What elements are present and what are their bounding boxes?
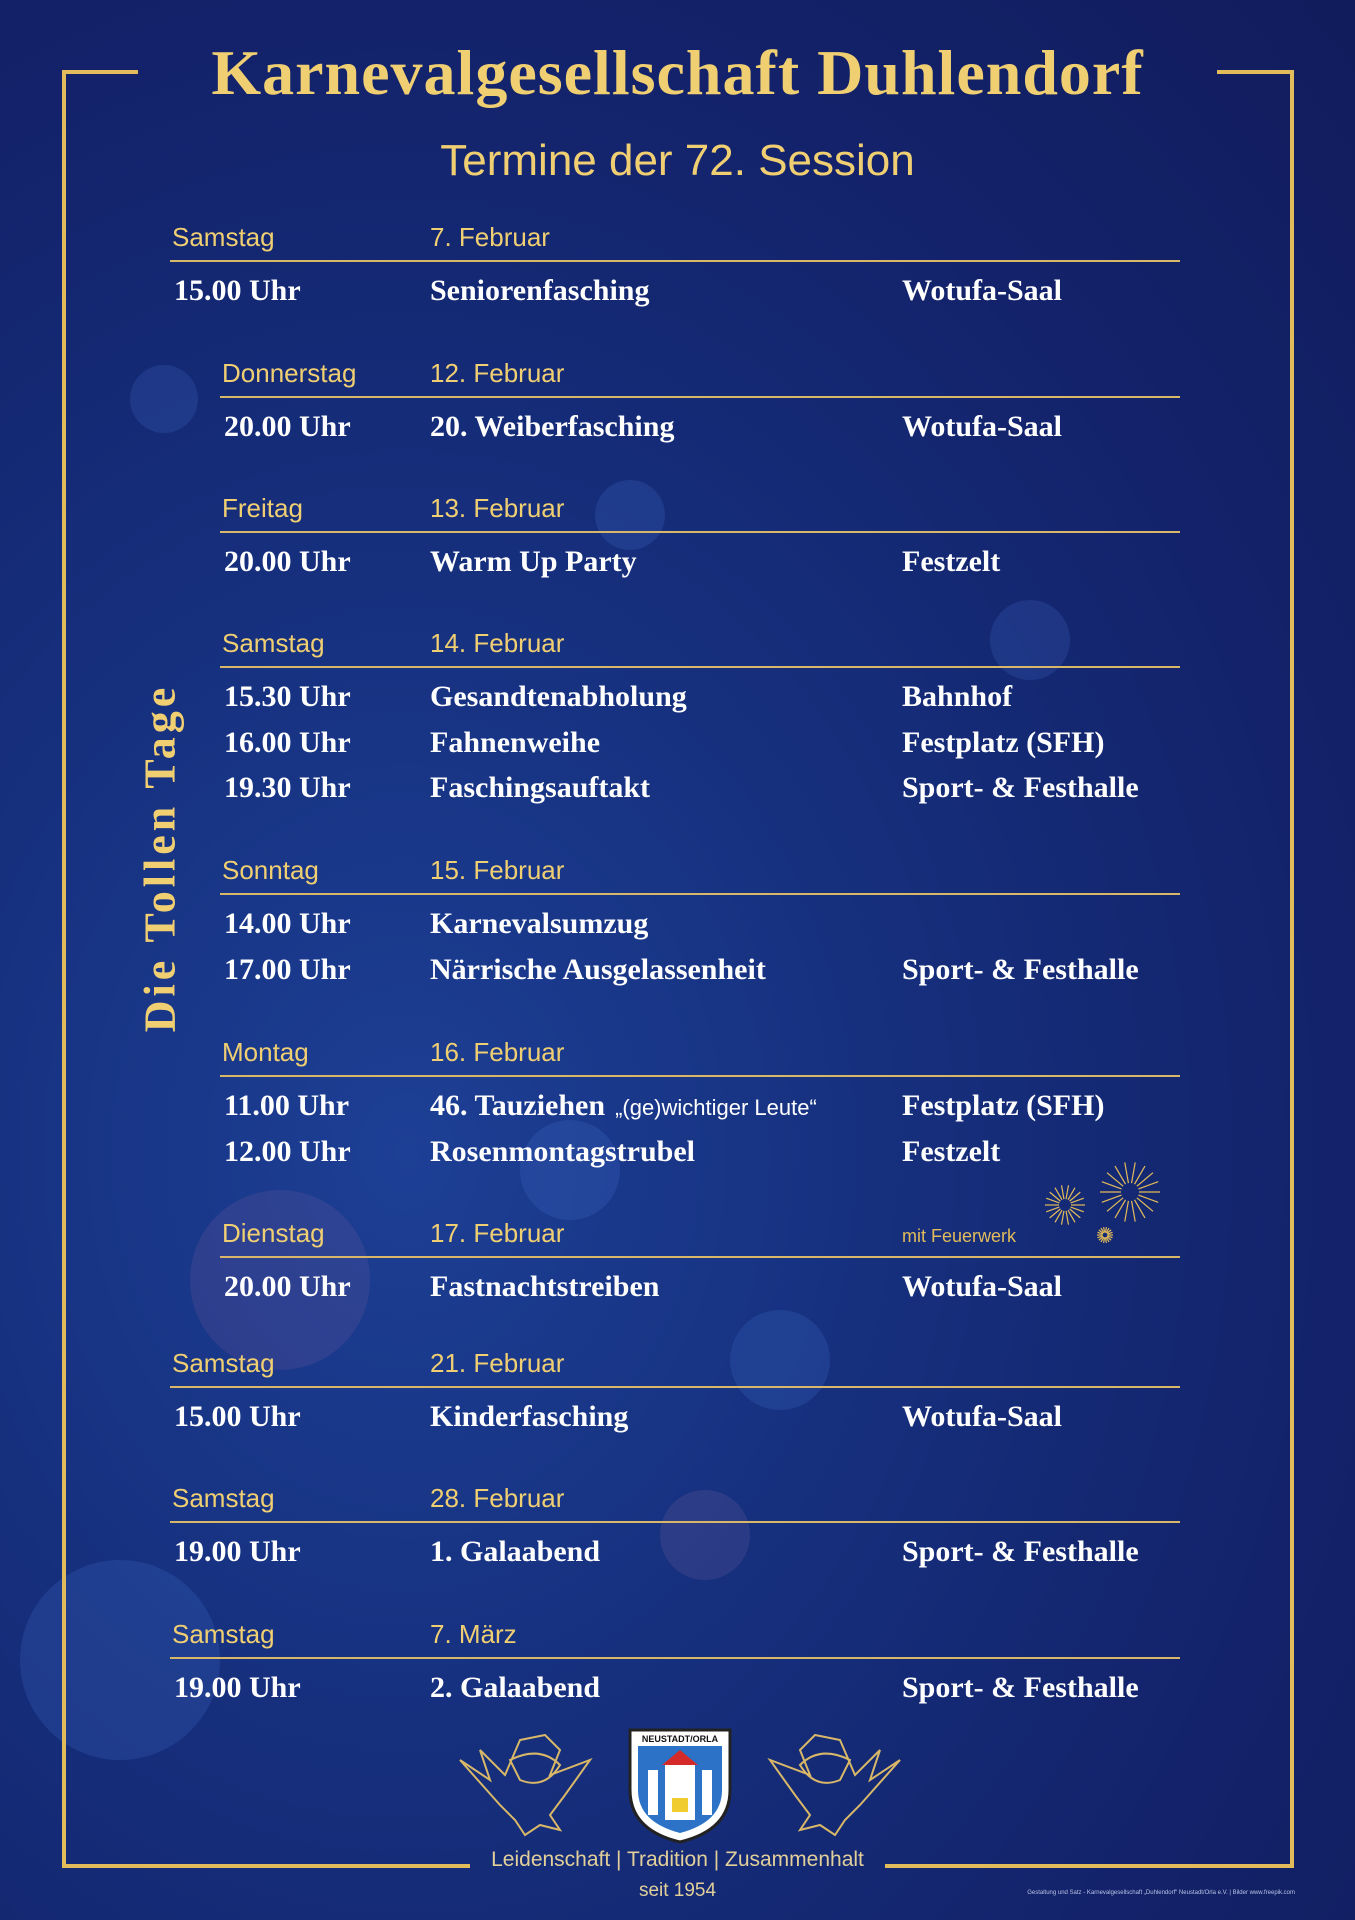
date-label: 12. Februar [430, 358, 565, 388]
divider [220, 1075, 1180, 1077]
event-time: 20.00 Uhr [224, 410, 351, 443]
crest-top-text: NEUSTADT/ORLA [642, 1734, 719, 1744]
event-name-text: Gesandtenabholung [430, 680, 687, 713]
event-time: 15.00 Uhr [174, 274, 301, 307]
page-subtitle: Termine der 72. Session [440, 136, 915, 185]
event-time: 19.00 Uhr [174, 1671, 301, 1704]
date-label: 7. Februar [430, 222, 550, 252]
date-label: 28. Februar [430, 1483, 565, 1513]
event-name-text: Kinderfasching [430, 1400, 629, 1433]
event-time: 20.00 Uhr [224, 545, 351, 578]
event-name-text: Fastnachtstreiben [430, 1270, 660, 1303]
event-venue: Sport- & Festhalle [902, 771, 1139, 804]
event-venue: Wotufa-Saal [902, 410, 1063, 443]
page-title: Karnevalgesellschaft Duhlendorf [211, 37, 1144, 108]
date-label: 13. Februar [430, 493, 565, 523]
event-venue: Wotufa-Saal [902, 274, 1063, 307]
event-name: Faschingsauftakt [430, 771, 650, 805]
divider [220, 1256, 1180, 1258]
event-name-text: 46. Tauziehen [430, 1089, 606, 1122]
date-label: 16. Februar [430, 1037, 565, 1067]
event-name-text: Warm Up Party [430, 545, 637, 578]
day-label: Dienstag [222, 1218, 325, 1248]
event-name-text: 1. Galaabend [430, 1535, 601, 1568]
fireworks-note: mit Feuerwerk [902, 1226, 1017, 1246]
divider [170, 1657, 1180, 1659]
event-venue: Wotufa-Saal [902, 1270, 1063, 1303]
event-name: Närrische Ausgelassenheit [430, 953, 766, 987]
event-time: 15.00 Uhr [174, 1400, 301, 1433]
date-label: 15. Februar [430, 855, 565, 885]
event-venue: Festplatz (SFH) [902, 725, 1105, 759]
event-name: Kinderfasching [430, 1400, 628, 1434]
event-venue: Sport- & Festhalle [902, 952, 1139, 986]
logo-group: NEUSTADT/ORLA [459, 1728, 901, 1844]
motto: Leidenschaft | Tradition | Zusammenhalt [491, 1848, 864, 1871]
day-label: Samstag [172, 222, 275, 252]
event-venue: Wotufa-Saal [902, 1400, 1063, 1433]
divider [220, 531, 1180, 533]
event-name: Seniorenfasching [430, 274, 649, 308]
event-time: 15.30 Uhr [224, 680, 351, 713]
credits: Gestaltung und Satz - Karnevalgesellscha… [1027, 1890, 1295, 1896]
fireworks-icon [1045, 1162, 1160, 1243]
day-label: Samstag [172, 1348, 275, 1378]
divider [220, 893, 1180, 895]
event-name: Rosenmontagstrubel [430, 1135, 695, 1169]
event-name-text: 2. Galaabend [430, 1671, 601, 1704]
event-name: Gesandtenabholung [430, 680, 687, 714]
date-label: 21. Februar [430, 1348, 565, 1378]
event-name: Fastnachtstreiben [430, 1270, 659, 1304]
event-name-text: Faschingsauftakt [430, 771, 651, 804]
divider [170, 260, 1180, 262]
event-venue: Sport- & Festhalle [902, 1535, 1139, 1568]
day-label: Donnerstag [222, 358, 357, 388]
event-name: 20. Weiberfasching [430, 410, 674, 444]
event-time: 20.00 Uhr [224, 1270, 351, 1303]
event-note: „(ge)wichtiger Leute“ [615, 1095, 817, 1120]
event-name: 1. Galaabend [430, 1535, 600, 1569]
divider [170, 1521, 1180, 1523]
date-label: 7. März [430, 1619, 517, 1649]
event-name-text: 20. Weiberfasching [430, 410, 675, 443]
event-name: 46. Tauziehen „(ge)wichtiger Leute“ [430, 1089, 817, 1123]
event-name-text: Karnevalsumzug [430, 907, 649, 940]
event-venue: Festzelt [902, 1134, 1001, 1168]
day-label: Samstag [172, 1619, 275, 1649]
raven-right-icon [767, 1733, 901, 1837]
event-venue: Bahnhof [902, 680, 1013, 713]
day-label: Montag [222, 1037, 309, 1067]
event-name: Karnevalsumzug [430, 907, 648, 941]
event-name: 2. Galaabend [430, 1671, 600, 1705]
event-venue: Festzelt [902, 545, 1001, 578]
event-venue: Sport- & Festhalle [902, 1671, 1139, 1704]
event-venue: Festplatz (SFH) [902, 1089, 1105, 1122]
side-label: Die Tollen Tage [135, 683, 185, 1033]
day-label: Samstag [172, 1483, 275, 1513]
event-time: 19.30 Uhr [224, 771, 351, 804]
event-name-text: Seniorenfasching [430, 274, 650, 307]
event-time: 11.00 Uhr [224, 1089, 350, 1122]
date-label: 17. Februar [430, 1218, 565, 1248]
event-name-text: Fahnenweihe [430, 725, 601, 759]
founded-year: seit 1954 [638, 1880, 717, 1901]
day-label: Freitag [222, 493, 303, 523]
divider [220, 396, 1180, 398]
event-name: Fahnenweihe [430, 726, 600, 760]
event-time: 19.00 Uhr [174, 1535, 301, 1568]
date-label: 14. Februar [430, 628, 565, 658]
event-time: 16.00 Uhr [224, 725, 351, 759]
event-name: Warm Up Party [430, 545, 637, 579]
divider [220, 666, 1180, 668]
divider [170, 1386, 1180, 1388]
raven-left-icon [459, 1733, 593, 1837]
event-time: 17.00 Uhr [224, 952, 351, 986]
day-label: Sonntag [222, 855, 319, 885]
event-time: 12.00 Uhr [224, 1134, 351, 1168]
event-time: 14.00 Uhr [224, 907, 351, 940]
crest-logo: NEUSTADT/ORLA [628, 1728, 732, 1844]
day-label: Samstag [222, 628, 325, 658]
event-name-text: Närrische Ausgelassenheit [430, 952, 766, 986]
event-name-text: Rosenmontagstrubel [430, 1134, 696, 1168]
